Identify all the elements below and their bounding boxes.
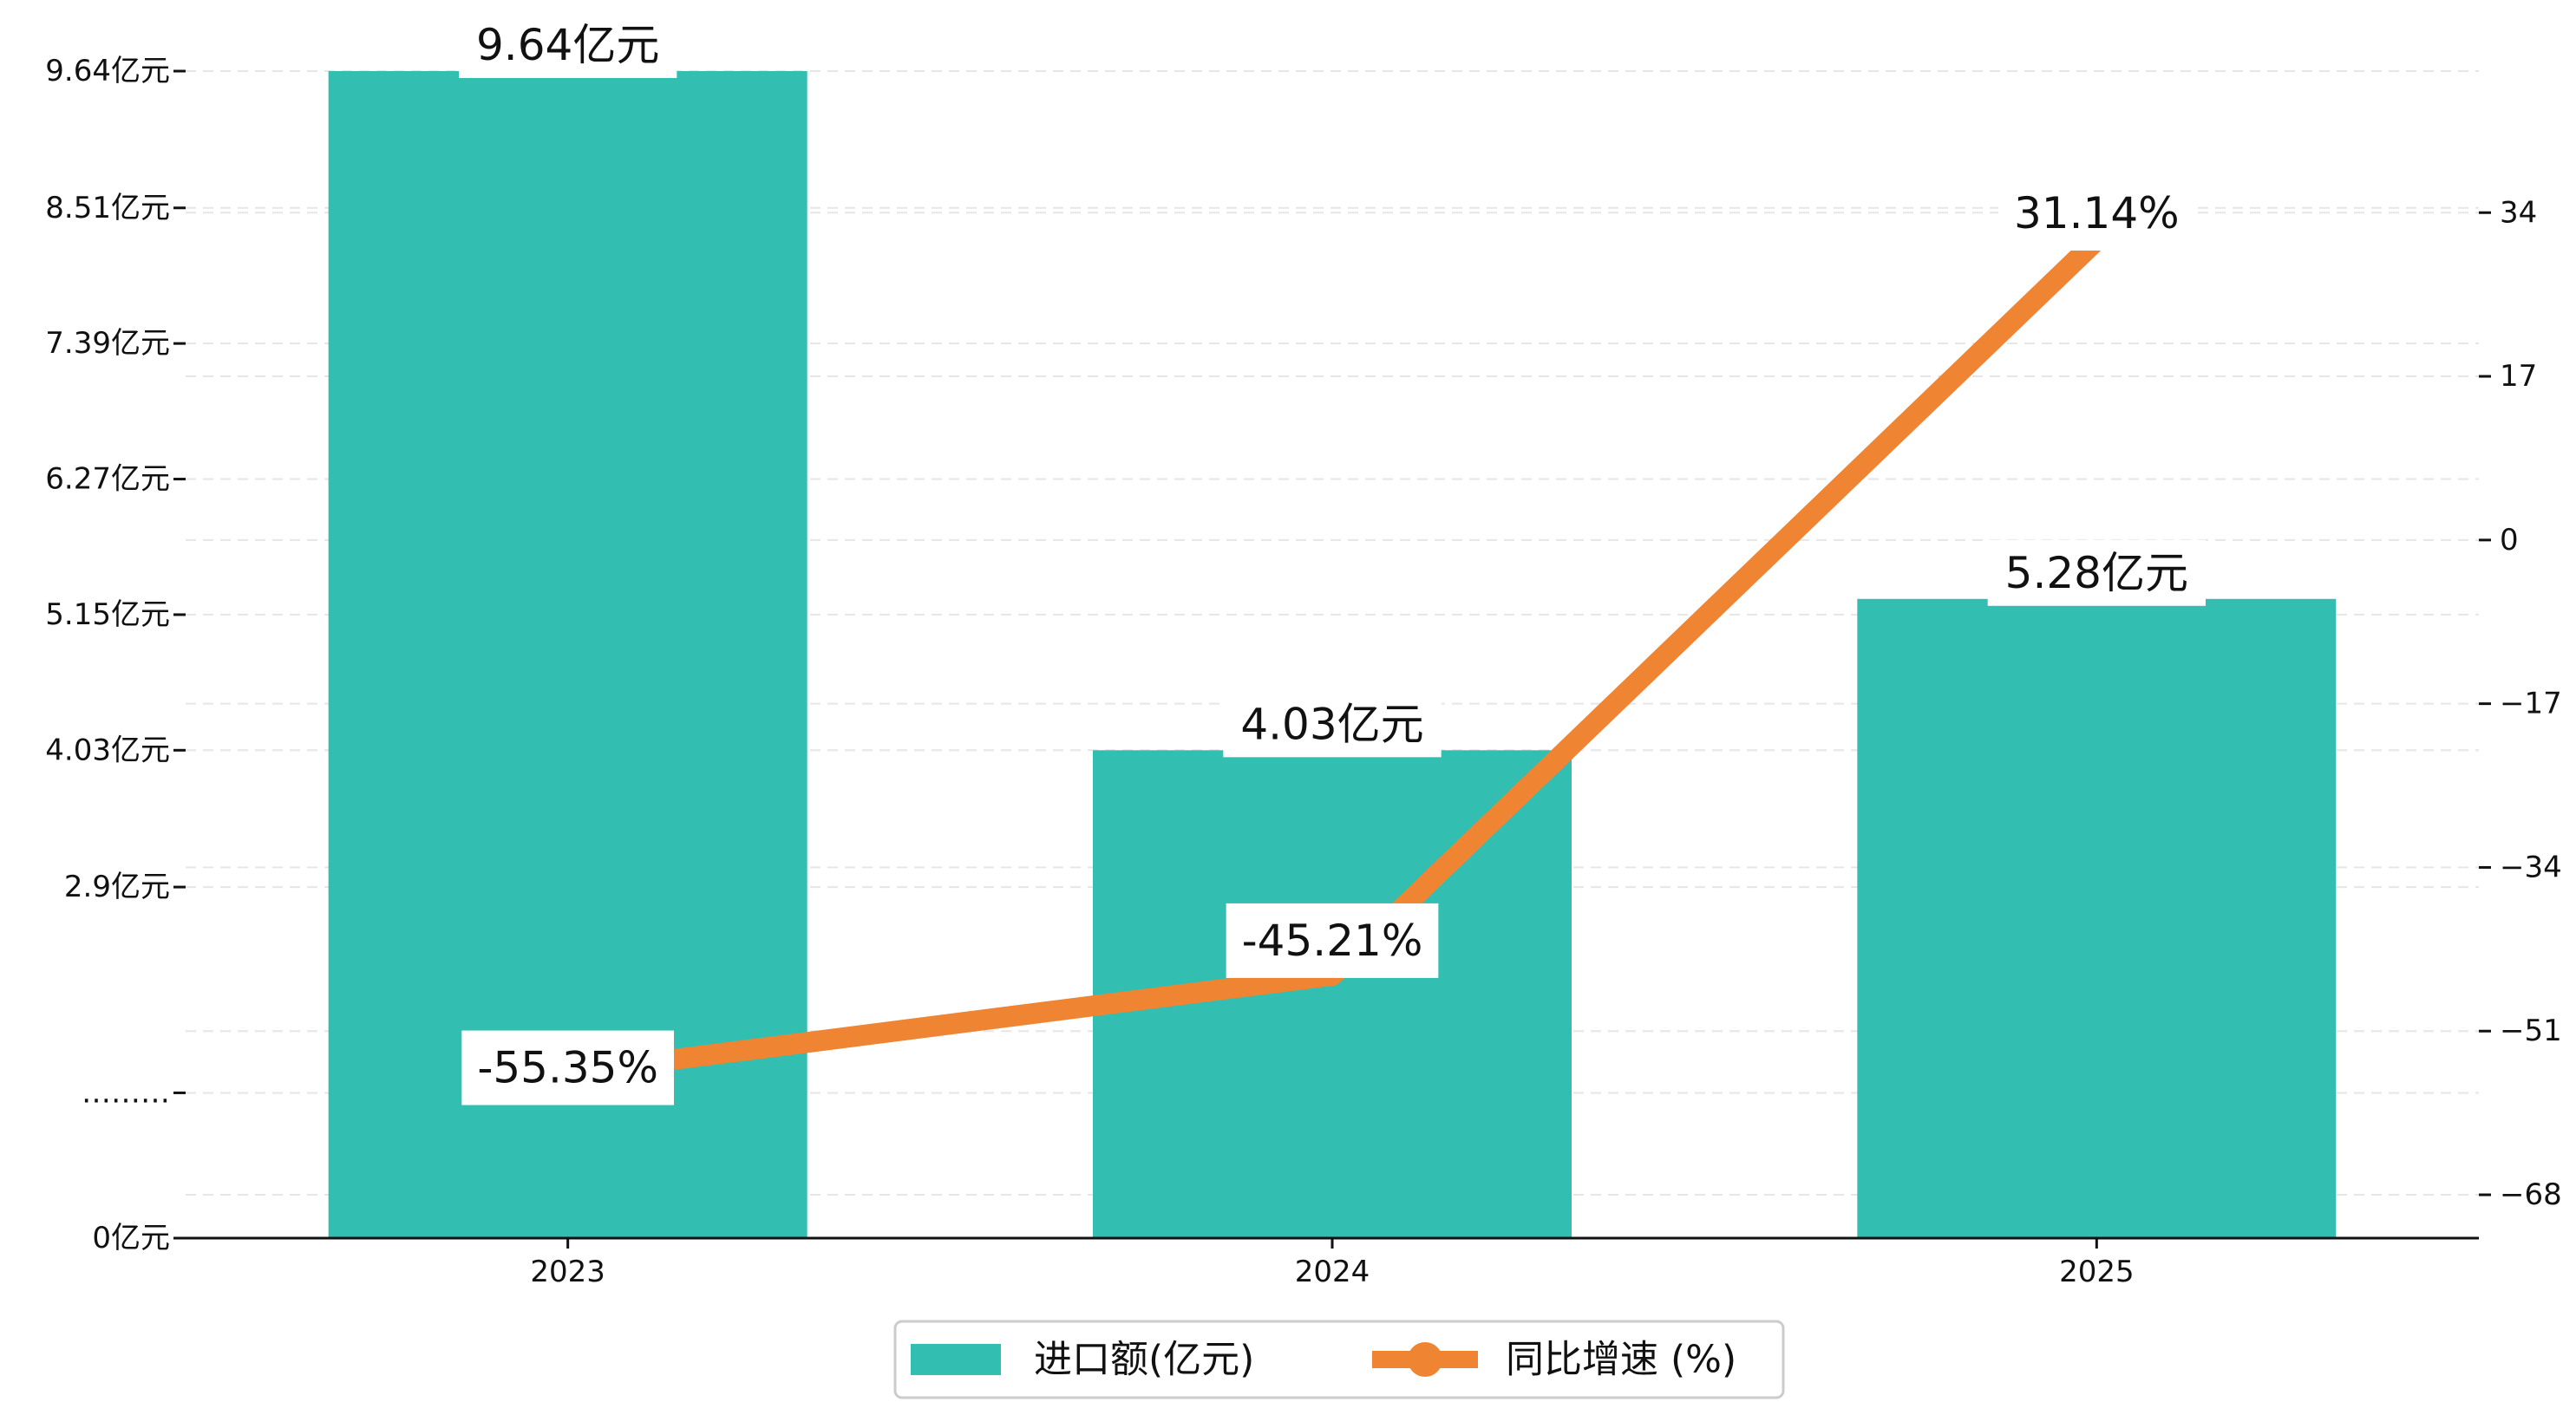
left-tick-label-5: 6.27亿元 — [45, 462, 170, 497]
legend-label-line: 同比增速 (%) — [1506, 1338, 1736, 1382]
left-tick-label-4: 5.15亿元 — [45, 597, 170, 632]
bar-label-2023-box — [459, 12, 677, 78]
bar-label-2024-text: 4.03亿元 — [1240, 699, 1423, 749]
left-tick-label-8: 9.64亿元 — [45, 54, 170, 88]
bar-label-2023-text: 9.64亿元 — [476, 20, 659, 70]
legend-swatch-marker — [1408, 1342, 1442, 1377]
rate-label-2024-box — [1226, 903, 1439, 978]
rate-label-2024-text: -45.21% — [1242, 916, 1423, 966]
rate-label-2025: 31.14% — [1998, 176, 2195, 251]
right-tick-label-5: 17 — [2500, 359, 2537, 394]
left-tick-label-2: 2.9亿元 — [64, 870, 170, 904]
rate-label-2025-box — [1998, 176, 2195, 251]
rate-label-2023: -55.35% — [461, 1030, 675, 1105]
right-tick-label-4: 0 — [2500, 523, 2519, 558]
legend: 进口额(亿元) 同比增速 (%) — [893, 1320, 1785, 1399]
data-labels: 9.64亿元 4.03亿元 5.28亿元 -55.35% -45.21% 31.14% — [459, 12, 2206, 1105]
rate-label-2023-text: -55.35% — [477, 1043, 658, 1093]
rate-label-2023-box — [461, 1030, 675, 1105]
rate-label-2024: -45.21% — [1226, 903, 1439, 978]
right-tick-label-6: 34 — [2500, 195, 2537, 230]
left-tick-label-1: ……… — [82, 1075, 170, 1110]
left-tick-label-3: 4.03亿元 — [45, 733, 170, 767]
rate-label-2025-text: 31.14% — [2014, 188, 2180, 238]
right-tick-label-1: −51 — [2500, 1014, 2562, 1048]
bar-2025 — [1857, 598, 2337, 1238]
x-tick-label-2023: 2023 — [530, 1255, 605, 1289]
left-tick-label-0: 0亿元 — [92, 1221, 170, 1255]
left-tick-label-6: 7.39亿元 — [45, 326, 170, 361]
bar-label-2024-box — [1223, 691, 1442, 758]
x-tick-label-2025: 2025 — [2059, 1255, 2135, 1289]
left-tick-label-7: 8.51亿元 — [45, 191, 170, 225]
bar-label-2025-text: 5.28亿元 — [2005, 548, 2188, 598]
right-tick-label-3: −17 — [2500, 687, 2562, 721]
legend-box: 进口额(亿元) 同比增速 (%) — [893, 1320, 1785, 1399]
x-tick-label-2024: 2024 — [1295, 1255, 1370, 1289]
legend-swatch-bar — [911, 1344, 1001, 1375]
axes: 2023 2024 2025 0亿元 ……… 2.9亿元 4.03亿元 5.15亿元 6.27亿… — [45, 54, 2561, 1289]
right-tick-label-0: −68 — [2500, 1177, 2562, 1212]
legend-label-bar: 进口额(亿元) — [1034, 1338, 1254, 1382]
bar-label-2024: 4.03亿元 — [1223, 691, 1442, 758]
right-tick-label-2: −34 — [2500, 850, 2562, 884]
legend-frame — [893, 1320, 1785, 1399]
bar-label-2025: 5.28亿元 — [1987, 539, 2206, 606]
bar-label-2023: 9.64亿元 — [459, 12, 677, 78]
bar-label-2025-box — [1987, 539, 2206, 606]
